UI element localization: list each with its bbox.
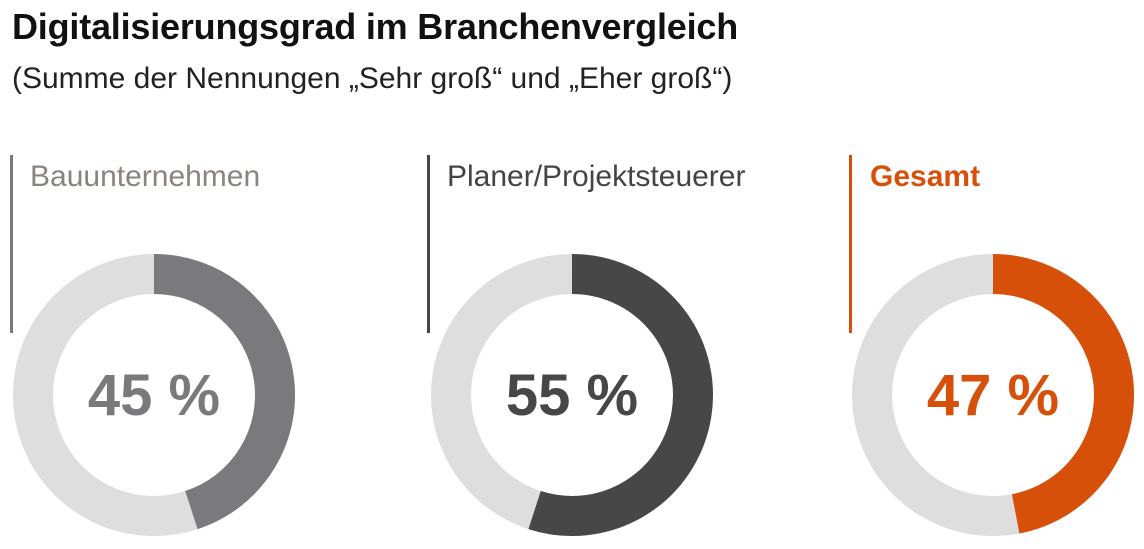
donut-chart: 55 %	[430, 253, 714, 537]
donut-svg: 47 %	[852, 254, 1134, 536]
percentage-label: 55 %	[506, 363, 638, 428]
category-label: Gesamt	[870, 160, 981, 193]
donut-svg: 45 %	[13, 254, 295, 536]
panel-divider-bar	[427, 155, 430, 333]
panel-divider-bar	[849, 155, 852, 333]
panel-planer: Planer/Projektsteuerer 55 %	[415, 0, 745, 549]
percentage-label: 47 %	[927, 363, 1059, 428]
donut-chart: 47 %	[851, 253, 1135, 537]
chart-title: Digitalisierungsgrad im Branchenvergleic…	[12, 6, 739, 47]
donut-chart: 45 %	[12, 253, 296, 537]
chart-subtitle: (Summe der Nennungen „Sehr groß“ und „Eh…	[12, 62, 733, 95]
category-label: Planer/Projektsteuerer	[447, 160, 746, 193]
category-label: Bauunternehmen	[30, 160, 261, 193]
panel-divider-bar	[10, 155, 13, 333]
donut-value-arc	[153, 254, 295, 530]
donut-svg: 55 %	[431, 254, 713, 536]
donut-value-arc	[992, 254, 1134, 534]
panel-gesamt: Gesamt 47 %	[837, 0, 1144, 549]
donut-value-arc	[528, 254, 713, 536]
panel-bauunternehmen: Bauunternehmen 45 %	[0, 0, 330, 549]
percentage-label: 45 %	[88, 363, 220, 428]
